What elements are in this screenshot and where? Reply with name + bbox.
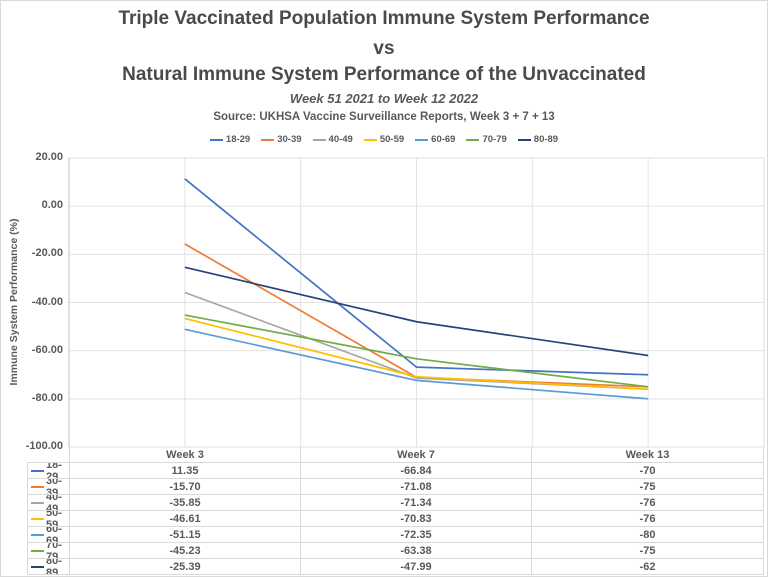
table-value-cell: -45.23 bbox=[70, 543, 301, 559]
table-value-cell: -75 bbox=[532, 543, 764, 559]
chart-data-table: Week 3 Week 7 Week 13 18-29 11.35 -66.84 -70 30… bbox=[27, 447, 764, 575]
table-row-key-30-39: 30-39 bbox=[27, 479, 70, 495]
y-axis-tick-label: -40.00 bbox=[31, 295, 63, 308]
legend-item-40-49: 40-49 bbox=[312, 134, 353, 145]
series-line-60-69 bbox=[184, 328, 649, 400]
table-key-label: 80-89 bbox=[46, 559, 62, 575]
legend-line-swatch-icon bbox=[466, 138, 480, 141]
table-value-cell: -70 bbox=[532, 463, 764, 479]
legend-line-swatch-icon bbox=[261, 138, 275, 141]
table-header-cell: Week 13 bbox=[532, 447, 764, 463]
table-key-line-swatch-icon bbox=[31, 469, 44, 472]
table-row-key-50-59: 50-59 bbox=[27, 511, 70, 527]
table-key-line-swatch-icon bbox=[31, 485, 44, 488]
chart-legend: 18-29 30-39 40-49 50-59 60-69 70-79 80-89 bbox=[1, 134, 767, 145]
chart-subtitle-date-range: Week 51 2021 to Week 12 2022 bbox=[289, 91, 479, 106]
table-corner-cell bbox=[27, 447, 70, 463]
series-line-18-29 bbox=[184, 178, 649, 376]
legend-line-swatch-icon bbox=[312, 138, 326, 141]
chart-title-line1: Triple Vaccinated Population Immune Syst… bbox=[118, 8, 650, 29]
table-row-key-70-79: 70-79 bbox=[27, 543, 70, 559]
series-line-70-79 bbox=[184, 314, 649, 388]
legend-item-label: 30-39 bbox=[277, 134, 302, 145]
legend-line-swatch-icon bbox=[209, 138, 223, 141]
table-value-cell: -72.35 bbox=[301, 527, 532, 543]
table-key-line-swatch-icon bbox=[31, 549, 44, 552]
legend-item-label: 60-69 bbox=[431, 134, 456, 145]
legend-item-30-39: 30-39 bbox=[261, 134, 302, 145]
table-key-line-swatch-icon bbox=[31, 517, 44, 520]
table-value-cell: -25.39 bbox=[70, 559, 301, 575]
chart-title-vs: vs bbox=[373, 38, 395, 59]
legend-item-60-69: 60-69 bbox=[415, 134, 455, 145]
y-axis-tick-label: 20.00 bbox=[35, 151, 63, 163]
table-value-cell: -46.61 bbox=[70, 511, 301, 527]
table-value-cell: -62 bbox=[532, 559, 764, 575]
table-key-label: 50-59 bbox=[46, 511, 62, 527]
table-header-cell: Week 7 bbox=[301, 447, 532, 463]
table-value-cell: -63.38 bbox=[301, 543, 532, 559]
table-row-key-18-29: 18-29 bbox=[27, 463, 70, 479]
chart-title-line2: Natural Immune System Performance of the… bbox=[122, 64, 646, 85]
chart-source-note: Source: UKHSA Vaccine Surveillance Repor… bbox=[213, 111, 555, 123]
legend-line-swatch-icon bbox=[517, 138, 531, 141]
legend-item-80-89: 80-89 bbox=[517, 134, 559, 145]
table-row-key-60-69: 60-69 bbox=[27, 527, 70, 543]
table-value-cell: -76 bbox=[532, 495, 764, 511]
y-axis-title: Immune System Performance (%) bbox=[8, 218, 20, 386]
table-value-cell: -71.34 bbox=[301, 495, 532, 511]
legend-item-label: 50-59 bbox=[379, 134, 405, 145]
legend-item-label: 70-79 bbox=[482, 134, 507, 145]
table-value-cell: -15.70 bbox=[70, 479, 301, 495]
table-key-label: 70-79 bbox=[46, 543, 62, 559]
table-header-cell: Week 3 bbox=[70, 447, 301, 463]
table-key-label: 30-39 bbox=[46, 479, 62, 495]
table-value-cell: -76 bbox=[532, 511, 764, 527]
series-line-80-89 bbox=[184, 266, 649, 357]
table-value-cell: -66.84 bbox=[301, 463, 532, 479]
table-value-cell: -70.83 bbox=[301, 511, 532, 527]
legend-item-label: 80-89 bbox=[533, 134, 559, 145]
table-row-key-40-49: 40-49 bbox=[27, 495, 70, 511]
y-axis-tick-label: -80.00 bbox=[31, 391, 63, 404]
table-value-cell: -35.85 bbox=[70, 495, 301, 511]
table-value-cell: -47.99 bbox=[301, 559, 532, 575]
table-value-cell: 11.35 bbox=[70, 463, 301, 479]
legend-item-50-59: 50-59 bbox=[363, 134, 405, 145]
table-key-line-swatch-icon bbox=[31, 565, 44, 568]
legend-line-swatch-icon bbox=[363, 138, 377, 141]
table-key-label: 60-69 bbox=[46, 527, 62, 543]
y-axis-tick-label: -60.00 bbox=[31, 343, 63, 356]
y-axis-tick-label: -20.00 bbox=[31, 247, 63, 260]
series-line-50-59 bbox=[184, 317, 649, 391]
legend-item-label: 40-49 bbox=[328, 134, 353, 145]
table-value-cell: -75 bbox=[532, 479, 764, 495]
table-key-label: 18-29 bbox=[46, 463, 62, 479]
legend-item-label: 18-29 bbox=[225, 134, 251, 145]
table-key-line-swatch-icon bbox=[31, 533, 44, 536]
table-row-key-80-89: 80-89 bbox=[27, 559, 70, 575]
table-key-label: 40-49 bbox=[46, 495, 62, 511]
table-value-cell: -80 bbox=[532, 527, 764, 543]
table-value-cell: -71.08 bbox=[301, 479, 532, 495]
table-value-cell: -51.15 bbox=[70, 527, 301, 543]
y-axis-tick-label: 0.00 bbox=[41, 199, 63, 212]
y-axis-tick-label: -100.00 bbox=[25, 440, 63, 452]
legend-item-18-29: 18-29 bbox=[209, 134, 251, 145]
legend-item-70-79: 70-79 bbox=[466, 134, 507, 145]
table-key-line-swatch-icon bbox=[31, 501, 44, 504]
legend-line-swatch-icon bbox=[415, 138, 429, 141]
